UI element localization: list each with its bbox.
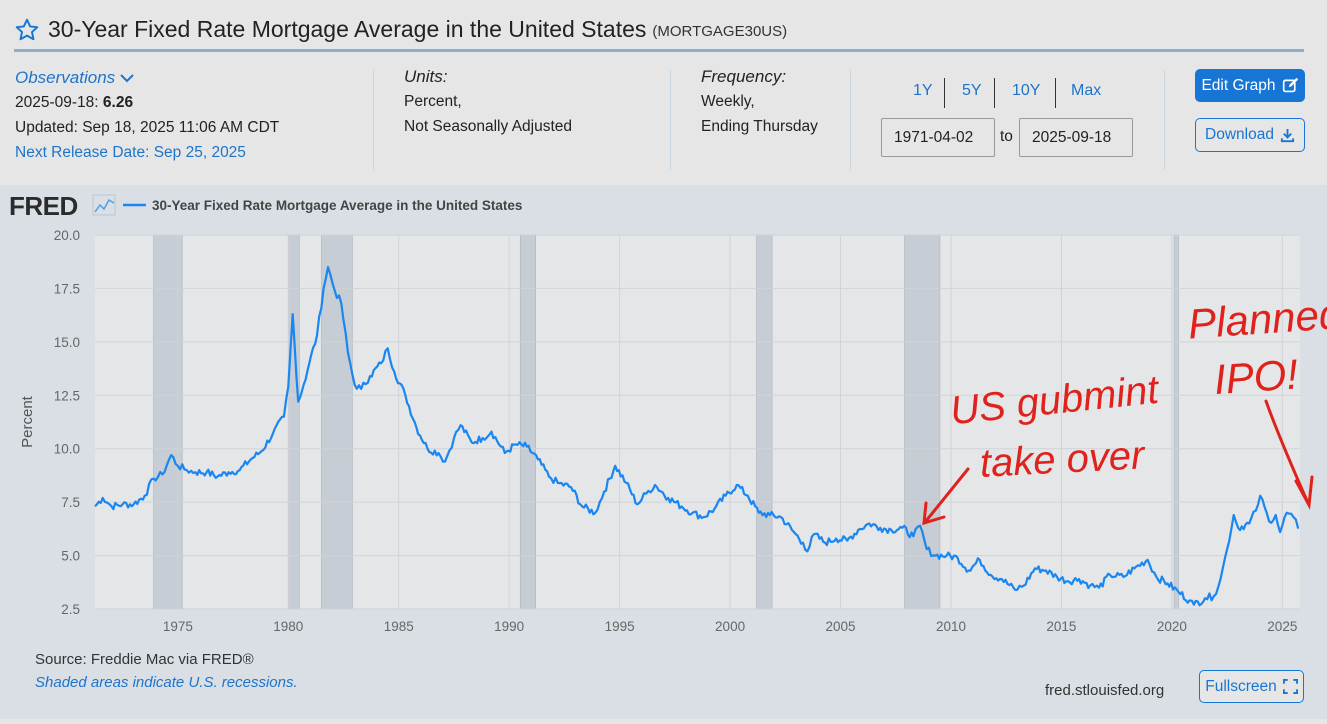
annotation-arrow (1264, 399, 1314, 510)
y-tick-label: 17.5 (54, 281, 80, 296)
download-button[interactable]: Download (1195, 118, 1305, 152)
observation-value: 6.26 (102, 94, 134, 111)
range-1y-button[interactable]: 1Y (913, 82, 933, 99)
page-title: 30-Year Fixed Rate Mortgage Average in t… (48, 16, 647, 42)
download-icon (1280, 128, 1295, 142)
divider (670, 70, 671, 170)
x-tick-label: 2020 (1157, 619, 1187, 634)
annotation-arrow (922, 467, 970, 526)
range-10y-button[interactable]: 10Y (1012, 82, 1041, 99)
recession-band (904, 234, 941, 610)
x-tick-label: 2010 (936, 619, 966, 634)
recession-band (756, 234, 773, 610)
download-label: Download (1205, 126, 1274, 143)
star-icon[interactable] (14, 17, 40, 43)
x-tick-label: 1985 (384, 619, 414, 634)
fullscreen-button[interactable]: Fullscreen (1199, 670, 1304, 703)
fullscreen-label: Fullscreen (1205, 677, 1277, 695)
x-tick-label: 1980 (273, 619, 303, 634)
recession-band (519, 234, 536, 610)
x-tick-label: 1995 (605, 619, 635, 634)
annotation-text: IPO! (1212, 350, 1299, 403)
x-tick-label: 2000 (715, 619, 745, 634)
divider (1164, 70, 1165, 170)
site-text: fred.stlouisfed.org (1045, 682, 1164, 699)
source-text: Source: Freddie Mac via FRED® (35, 651, 254, 668)
range-separator (944, 78, 945, 108)
line-chart[interactable]: FRED 30-Year Fixed Rate Mortgage Average… (0, 185, 1327, 719)
y-tick-label: 12.5 (54, 388, 80, 403)
observation-date: 2025-09-18: (15, 94, 99, 111)
fullscreen-icon (1282, 679, 1298, 694)
range-separator (994, 78, 995, 108)
edit-graph-button[interactable]: Edit Graph (1195, 69, 1305, 102)
annotation-text: take over (979, 433, 1147, 486)
y-tick-label: 15.0 (54, 335, 80, 350)
units-label: Units: (404, 67, 448, 86)
y-tick-label: 10.0 (54, 442, 80, 457)
y-tick-label: 5.0 (61, 549, 80, 564)
edit-graph-label: Edit Graph (1201, 76, 1276, 94)
units-panel: Units: Percent, Not Seasonally Adjusted (404, 64, 572, 139)
end-date-input[interactable]: 2025-09-18 (1019, 118, 1133, 157)
recession-band (321, 234, 353, 610)
latest-observation: 2025-09-18: 6.26 (15, 90, 279, 115)
plot-area (95, 235, 1300, 609)
start-date-input[interactable]: 1971-04-02 (881, 118, 995, 157)
legend-label: 30-Year Fixed Rate Mortgage Average in t… (152, 198, 522, 213)
y-tick-label: 20.0 (54, 228, 80, 243)
y-tick-label: 2.5 (61, 602, 80, 617)
y-axis-label: Percent (19, 395, 36, 448)
x-tick-label: 1990 (494, 619, 524, 634)
fred-graph-icon (92, 194, 116, 216)
fred-logo: FRED (9, 191, 78, 221)
chevron-down-icon (120, 73, 134, 82)
edit-icon (1282, 77, 1298, 93)
range-separator (1055, 78, 1056, 108)
frequency-line2: Ending Thursday (701, 118, 818, 135)
date-range-to-label: to (1000, 128, 1013, 145)
chart-panel: FRED 30-Year Fixed Rate Mortgage Average… (0, 185, 1327, 719)
y-tick-label: 7.5 (61, 495, 80, 510)
range-max-button[interactable]: Max (1071, 82, 1102, 99)
recession-note: Shaded areas indicate U.S. recessions. (35, 674, 298, 691)
recession-band (287, 234, 300, 610)
page-header: 30-Year Fixed Rate Mortgage Average in t… (14, 10, 1304, 52)
observations-toggle[interactable]: Observations (15, 65, 279, 90)
divider (850, 70, 851, 170)
x-tick-label: 2005 (826, 619, 856, 634)
next-release-link[interactable]: Next Release Date: Sep 25, 2025 (15, 144, 246, 161)
range-5y-button[interactable]: 5Y (962, 82, 982, 99)
annotation-text: Planned (1187, 290, 1327, 348)
recession-band (1173, 234, 1179, 610)
updated-text: Updated: Sep 18, 2025 11:06 AM CDT (15, 119, 280, 136)
frequency-label: Frequency: (701, 67, 787, 86)
divider (373, 70, 374, 170)
observations-label: Observations (15, 68, 116, 87)
x-tick-label: 2015 (1046, 619, 1076, 634)
frequency-line1: Weekly, (701, 93, 755, 110)
observations-panel: Observations 2025-09-18: 6.26 Updated: S… (15, 65, 279, 165)
series-id: (MORTGAGE30US) (652, 23, 788, 40)
annotation-planned-ipo: Planned IPO! (1187, 290, 1327, 403)
units-line1: Percent, (404, 93, 462, 110)
frequency-panel: Frequency: Weekly, Ending Thursday (701, 64, 818, 139)
series-line (94, 266, 1300, 607)
units-line2: Not Seasonally Adjusted (404, 118, 573, 135)
x-tick-label: 2025 (1267, 619, 1297, 634)
x-tick-label: 1975 (163, 619, 193, 634)
